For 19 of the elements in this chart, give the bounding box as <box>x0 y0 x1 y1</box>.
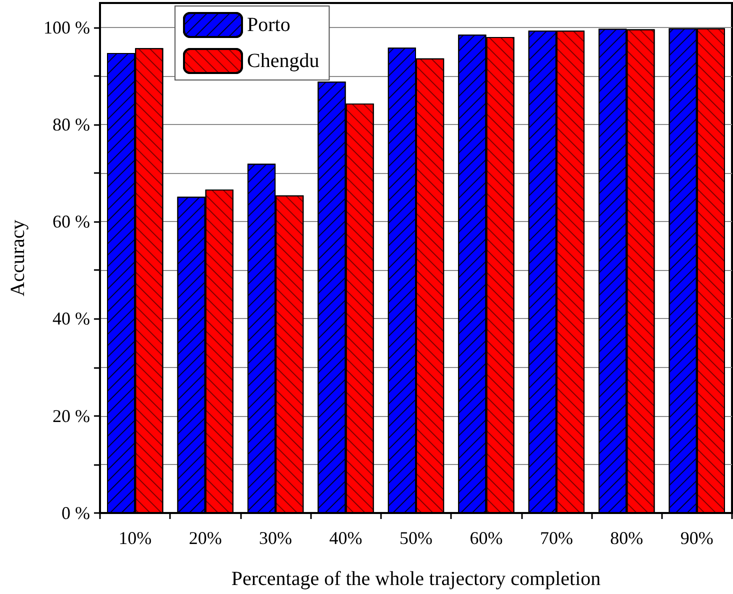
x-tick-label: 30% <box>259 528 292 548</box>
y-axis-title: Accuracy <box>7 220 29 296</box>
x-tick-label: 40% <box>329 528 362 548</box>
x-tick-label: 50% <box>400 528 432 548</box>
y-tick-label: 40 % <box>52 308 90 329</box>
x-tick-label: 80% <box>610 528 644 548</box>
x-tick-label: 60% <box>470 528 503 548</box>
legend-label: Chengdu <box>247 50 320 72</box>
y-tick-label: 0 % <box>62 503 90 523</box>
legend-label: Porto <box>247 14 290 36</box>
y-tick-label: 100 % <box>44 17 90 38</box>
x-tick-label: 20% <box>188 528 222 548</box>
y-tick-label: 20 % <box>52 406 90 426</box>
x-tick-label: 70% <box>540 528 573 548</box>
x-tick-label: 90% <box>680 528 714 548</box>
y-tick-label: 60 % <box>52 212 90 232</box>
x-tick-label: 10% <box>118 528 152 548</box>
y-tick-label: 80 % <box>52 114 90 134</box>
x-axis-title: Percentage of the whole trajectory completion <box>231 568 601 590</box>
